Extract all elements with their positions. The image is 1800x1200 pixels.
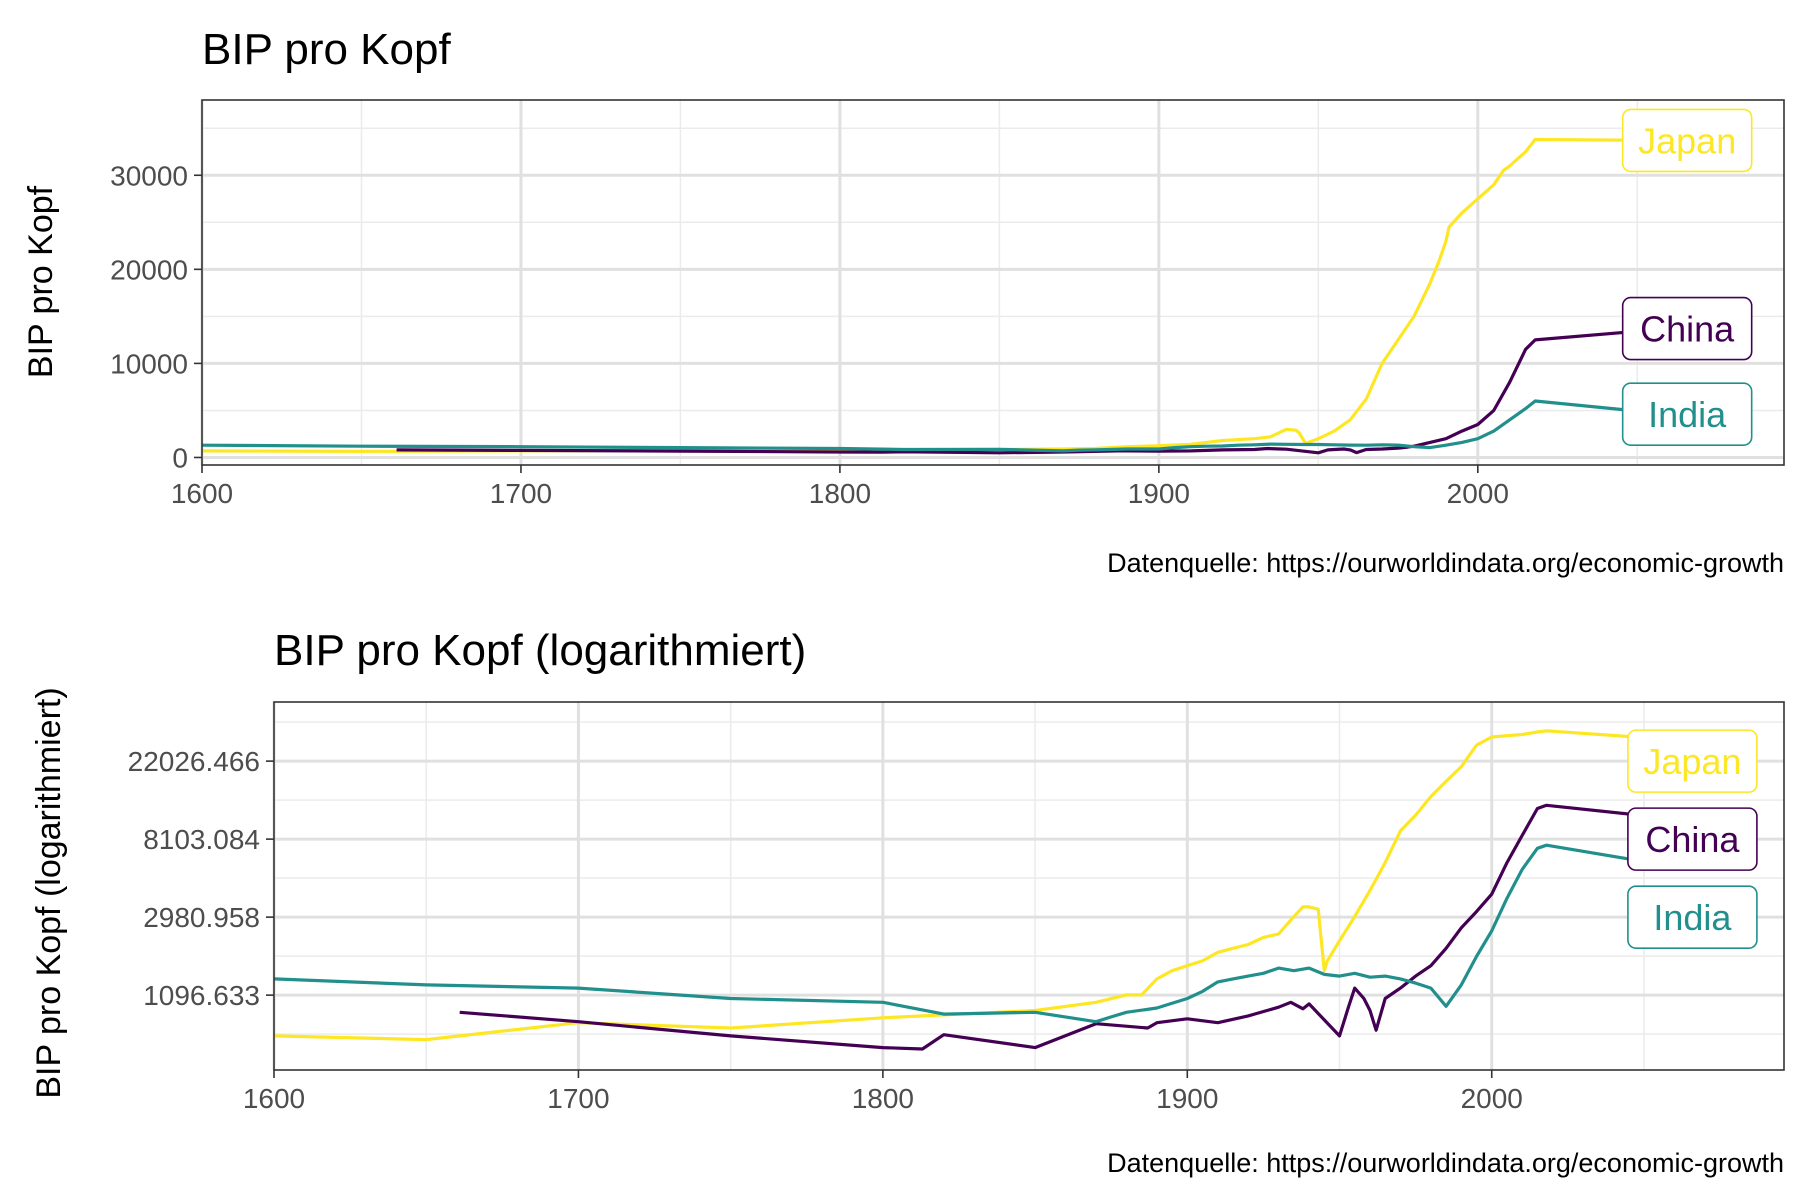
y-tick-label: 8103.084: [143, 824, 260, 855]
y-tick-label: 20000: [110, 254, 188, 285]
y-tick-label: 1096.633: [143, 980, 260, 1011]
series-label-box: [1621, 108, 1753, 173]
chart-caption: Datenquelle: https://ourworldindata.org/…: [1107, 1148, 1784, 1178]
x-tick-label: 1900: [1156, 1083, 1218, 1114]
chart-2: Japan China India 1600 1700 1800 1900 2000 1096.…: [30, 626, 1785, 1178]
series-line-japan: [273, 729, 1675, 1042]
x-tick-label: 1900: [1128, 478, 1190, 509]
series-label-text: India: [1653, 897, 1732, 938]
series-label-box: [1621, 382, 1753, 447]
series-label-text: India: [1648, 394, 1727, 435]
series-label-box: [1627, 729, 1758, 793]
series-label-china: China: [1621, 296, 1753, 361]
x-tick-label: 1800: [809, 478, 871, 509]
series-line-india: [201, 399, 1670, 453]
y-tick-label: 2980.958: [143, 902, 260, 933]
x-tick-label: 1700: [547, 1083, 609, 1114]
series-line-china: [396, 327, 1670, 455]
x-tick-label: 2000: [1461, 1083, 1523, 1114]
x-tick-label: 1800: [852, 1083, 914, 1114]
series-label-box: [1627, 807, 1758, 871]
x-tick-label: 1600: [243, 1083, 305, 1114]
y-axis-label: BIP pro Kopf: [22, 185, 60, 378]
series-label-box: [1621, 296, 1753, 361]
y-tick-label: 30000: [110, 160, 188, 191]
series-line-china: [459, 803, 1675, 1051]
series-label-text: China: [1640, 309, 1735, 350]
x-tick-label: 1600: [171, 478, 233, 509]
chart-caption: Datenquelle: https://ourworldindata.org/…: [1107, 548, 1784, 578]
series-label-box: [1627, 885, 1758, 949]
y-tick-label: 10000: [110, 348, 188, 379]
series-label-japan: Japan: [1621, 108, 1753, 173]
plot-panel: [274, 702, 1784, 1070]
series-line-india: [273, 843, 1675, 1024]
series-label-china: China: [1627, 807, 1758, 871]
plot-border: [201, 99, 1785, 466]
series-label-india: India: [1627, 885, 1758, 949]
y-axis-label: BIP pro Kopf (logarithmiert): [30, 687, 68, 1098]
plot-panel: [202, 100, 1784, 465]
y-tick-label: 0: [172, 442, 188, 473]
x-tick-label: 2000: [1447, 478, 1509, 509]
x-tick-label: 1700: [490, 478, 552, 509]
series-label-text: China: [1645, 819, 1740, 860]
series-label-japan: Japan: [1627, 729, 1758, 793]
series-label-india: India: [1621, 382, 1753, 447]
plot-border: [273, 701, 1785, 1071]
chart-title: BIP pro Kopf: [202, 25, 451, 74]
series-label-text: Japan: [1643, 741, 1741, 782]
chart-title: BIP pro Kopf (logarithmiert): [274, 626, 806, 675]
y-tick-label: 22026.466: [128, 746, 260, 777]
series-label-text: Japan: [1638, 120, 1736, 161]
